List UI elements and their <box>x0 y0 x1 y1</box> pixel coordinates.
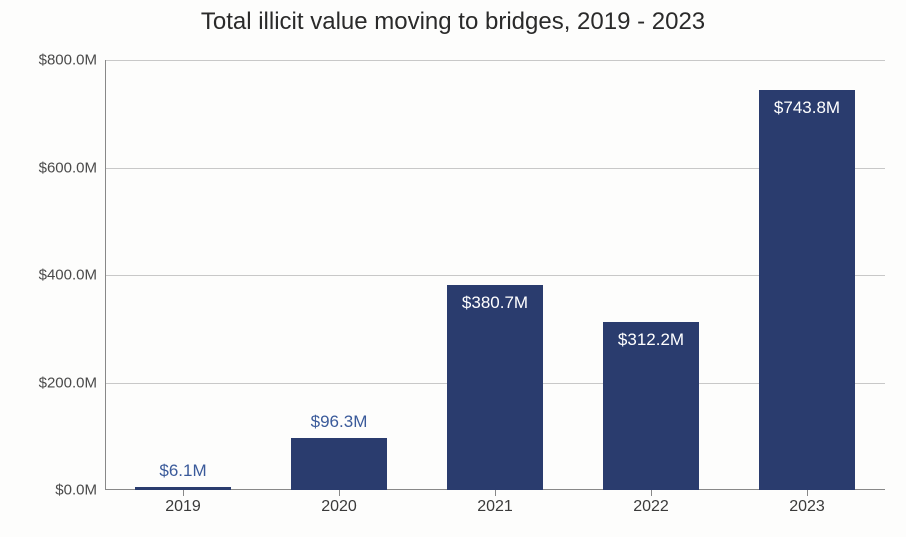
bar-value-label: $96.3M <box>311 412 368 432</box>
y-axis-tick-label: $0.0M <box>55 482 105 499</box>
bar <box>447 285 544 490</box>
plot-area: $0.0M$200.0M$400.0M$600.0M$800.0M$6.1M20… <box>105 60 885 490</box>
bar-value-label: $743.8M <box>774 98 840 118</box>
bar-chart: Total illicit value moving to bridges, 2… <box>0 0 906 537</box>
y-axis-tick-label: $800.0M <box>39 52 105 69</box>
x-axis-tick-label: 2021 <box>477 490 513 516</box>
chart-title: Total illicit value moving to bridges, 2… <box>0 8 906 36</box>
y-axis-tick-label: $600.0M <box>39 159 105 176</box>
bar <box>291 438 388 490</box>
bar <box>759 90 856 490</box>
bar-value-label: $312.2M <box>618 330 684 350</box>
bar-value-label: $380.7M <box>462 293 528 313</box>
x-axis-tick-label: 2020 <box>321 490 357 516</box>
y-axis-tick-label: $400.0M <box>39 267 105 284</box>
y-axis-line <box>105 60 106 490</box>
bar-value-label: $6.1M <box>159 461 206 481</box>
x-axis-tick-label: 2022 <box>633 490 669 516</box>
y-axis-tick-label: $200.0M <box>39 374 105 391</box>
x-axis-tick-label: 2023 <box>789 490 825 516</box>
x-axis-tick-label: 2019 <box>165 490 201 516</box>
gridline <box>105 60 885 61</box>
